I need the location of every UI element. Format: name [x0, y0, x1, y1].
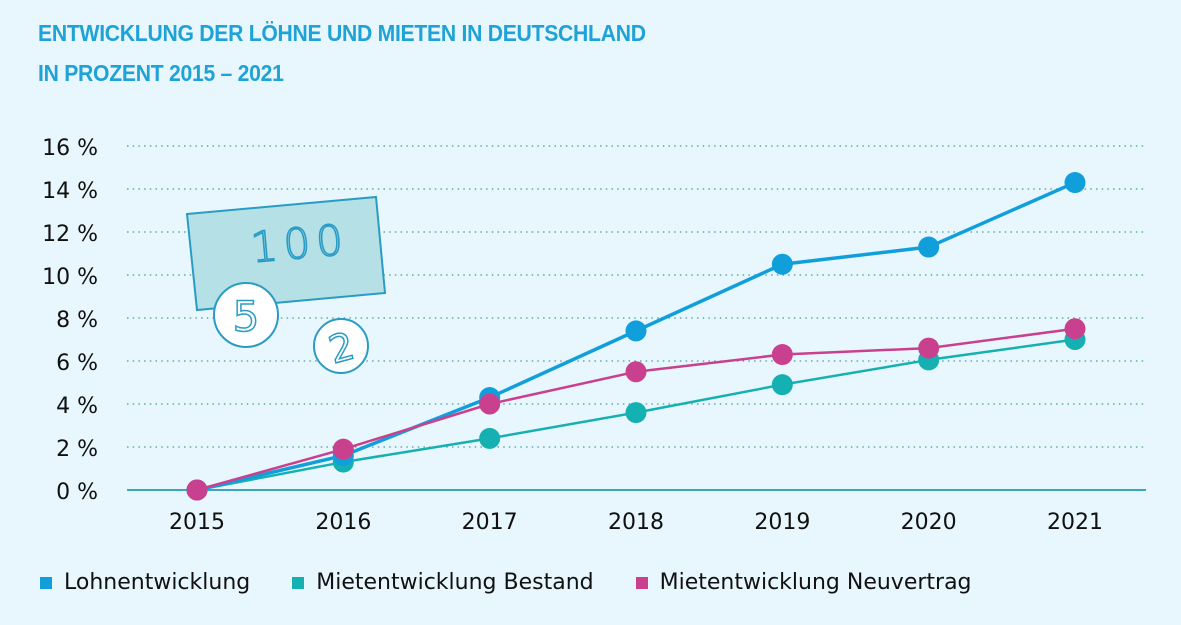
coin-5-icon [213, 282, 279, 348]
x-tick-label: 2015 [169, 510, 225, 535]
data-point [918, 236, 940, 258]
legend-item: Lohnentwicklung [40, 570, 250, 595]
x-tick-label: 2020 [901, 510, 957, 535]
coin-2-icon [313, 318, 369, 374]
y-axis-ticks: 0 % 2 % 4 % 6 % 8 % 10 % 12 % 14 % 16 % [42, 136, 98, 505]
x-tick-label: 2017 [462, 510, 518, 535]
data-point [1064, 318, 1086, 340]
series-points [186, 172, 1086, 501]
data-point [625, 402, 647, 424]
chart-subtitle: IN PROZENT 2015 – 2021 [38, 60, 284, 86]
data-point [479, 393, 501, 415]
y-tick-label: 4 % [56, 394, 98, 419]
legend-label: Lohnentwicklung [64, 570, 251, 595]
y-tick-label: 16 % [42, 136, 98, 161]
legend-item: Mietentwicklung Neuvertrag [635, 570, 972, 595]
x-tick-label: 2016 [315, 510, 371, 535]
chart-title: ENTWICKLUNG DER LÖHNE UND MIETEN IN DEUT… [38, 20, 646, 46]
data-point [771, 374, 793, 396]
data-point [1064, 172, 1086, 194]
y-tick-label: 2 % [56, 437, 98, 462]
data-point [625, 361, 647, 383]
data-point [479, 427, 501, 449]
legend-label: Mietentwicklung Neuvertrag [659, 570, 972, 595]
coin-5-label: 5 [233, 292, 260, 341]
data-point [918, 337, 940, 359]
legend-swatch [635, 576, 648, 589]
data-point [332, 438, 354, 460]
y-tick-label: 14 % [42, 179, 98, 204]
banknote-label: 100 [249, 215, 351, 272]
y-tick-label: 6 % [56, 351, 98, 376]
data-point [771, 253, 793, 275]
y-tick-label: 8 % [56, 308, 98, 333]
data-point [186, 479, 208, 501]
legend-swatch [40, 576, 52, 589]
data-point [771, 344, 793, 366]
x-tick-label: 2018 [608, 510, 664, 535]
legend-label: Mietentwicklung Bestand [316, 570, 594, 595]
legend: Lohnentwicklung Mietentwicklung Bestand Mi… [40, 570, 1014, 595]
x-tick-label: 2021 [1047, 510, 1103, 535]
legend-swatch [292, 576, 305, 589]
banknote-icon [185, 195, 387, 312]
x-axis-ticks: 2015 2016 2017 2018 2019 2020 2021 [169, 510, 1103, 535]
y-tick-label: 0 % [56, 480, 98, 505]
legend-item: Mietentwicklung Bestand [292, 570, 594, 595]
y-tick-label: 10 % [42, 265, 98, 290]
y-tick-label: 12 % [42, 222, 98, 247]
data-point [625, 320, 647, 342]
x-tick-label: 2019 [754, 510, 810, 535]
money-illustration: 100 5 2 [185, 195, 387, 374]
